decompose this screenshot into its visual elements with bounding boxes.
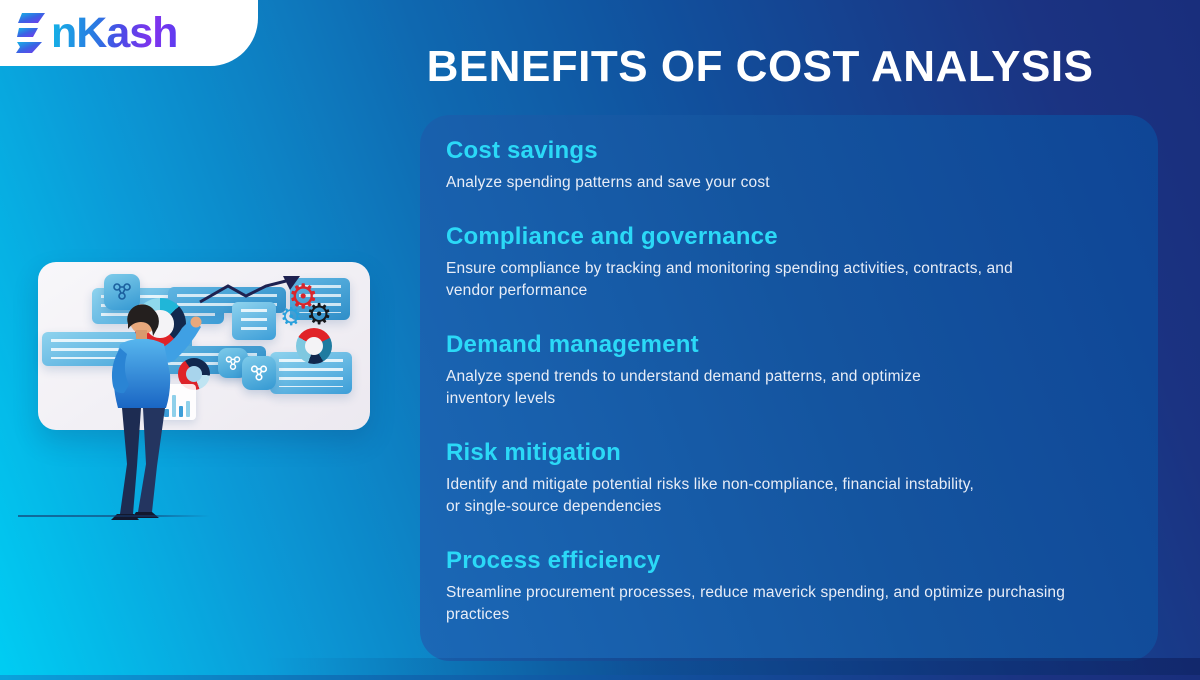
- bottom-band: [0, 658, 1200, 675]
- benefits-panel: Cost savings Analyze spending patterns a…: [420, 115, 1158, 661]
- benefit-text-line: Analyze spend trends to understand deman…: [446, 368, 921, 385]
- growth-arrow-icon: [199, 276, 300, 304]
- logo-tab: nKash: [0, 0, 258, 66]
- molecule-icon: [104, 274, 140, 310]
- gear-icon: ⚙: [280, 302, 303, 331]
- benefit-title: Cost savings: [446, 137, 598, 164]
- donut-chart-icon: [296, 328, 332, 364]
- benefit-text-line: Streamline procurement processes, reduce…: [446, 584, 1065, 601]
- benefit-section-cost-savings: Cost savings Analyze spending patterns a…: [446, 138, 1130, 194]
- benefit-title: Risk mitigation: [446, 439, 622, 466]
- ground-line: [18, 515, 210, 517]
- bar: [178, 406, 183, 417]
- logo-wordmark: nKash: [51, 8, 178, 57]
- page-title: BENEFITS OF COST ANALYSIS: [426, 42, 1094, 91]
- benefit-section-risk: Risk mitigation Identify and mitigate po…: [446, 440, 1130, 518]
- bar: [185, 401, 191, 417]
- benefit-title: Compliance and governance: [446, 223, 778, 250]
- dashboard-card: [290, 278, 350, 320]
- illustration: ⚙ ⚙ ⚙: [0, 250, 430, 680]
- benefit-text-line: practices: [446, 606, 510, 623]
- dashboard-card: [168, 287, 286, 313]
- benefit-text-line: Analyze spending patterns and save your …: [446, 174, 770, 191]
- benefit-title: Process efficiency: [446, 547, 661, 574]
- benefit-section-compliance: Compliance and governance Ensure complia…: [446, 224, 1130, 302]
- molecule-icon: [242, 356, 276, 390]
- benefit-text-line: or single-source dependencies: [446, 498, 662, 515]
- benefit-section-demand: Demand management Analyze spend trends t…: [446, 332, 1130, 410]
- dashboard-card: [232, 302, 276, 340]
- benefit-text-line: Ensure compliance by tracking and monito…: [446, 260, 1013, 277]
- gear-icon: ⚙: [306, 297, 332, 331]
- benefit-text-line: Identify and mitigate potential risks li…: [446, 476, 974, 493]
- enkash-logo-mark: [16, 13, 45, 53]
- bar: [171, 395, 176, 417]
- benefit-section-process: Process efficiency Streamline procuremen…: [446, 548, 1130, 626]
- benefit-sections: Cost savings Analyze spending patterns a…: [446, 138, 1130, 626]
- bar: [164, 409, 169, 417]
- benefit-title: Demand management: [446, 331, 699, 358]
- person-analyst: [111, 304, 202, 520]
- benefit-text-line: inventory levels: [446, 390, 556, 407]
- benefit-text-line: vendor performance: [446, 282, 588, 299]
